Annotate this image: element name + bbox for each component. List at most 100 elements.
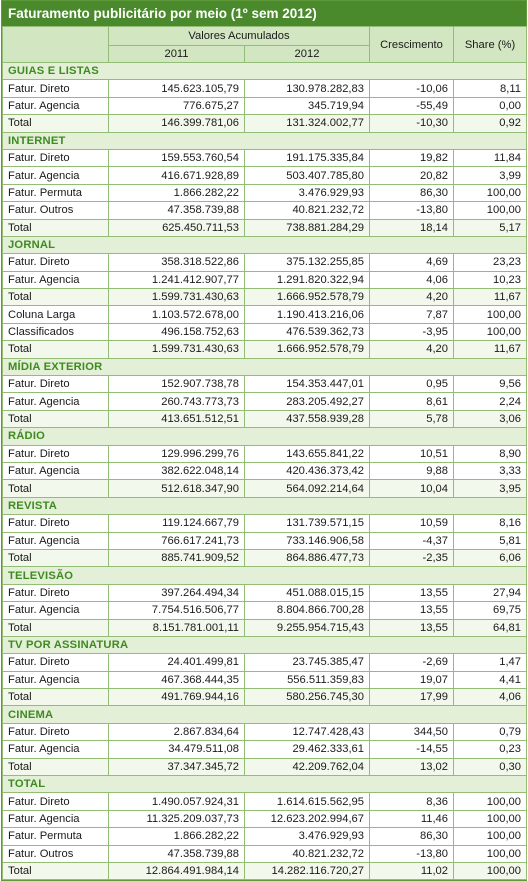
- value-2011: 491.769.944,16: [108, 688, 245, 707]
- row-label: Fatur. Agencia: [2, 392, 109, 411]
- section-header-row: CINEMA: [2, 705, 527, 724]
- share-value: 8,11: [453, 79, 527, 98]
- row-label: Fatur. Direto: [2, 583, 109, 603]
- share-value: 2,24: [453, 392, 527, 411]
- table-row: Fatur. Agencia 7.754.516.506,77 8.804.866.…: [2, 601, 527, 620]
- growth-value: 4,20: [369, 340, 454, 359]
- value-2012: 40.821.232,72: [244, 201, 370, 220]
- value-2011: 766.617.241,73: [108, 531, 245, 550]
- share-value: 100,00: [453, 792, 527, 811]
- row-label: Fatur. Agencia: [2, 531, 109, 550]
- value-2012: 131.324.002,77: [244, 114, 370, 133]
- share-value: 1,47: [453, 653, 527, 672]
- table-row: Fatur. Direto 2.867.834,64 12.747.428,43 34…: [2, 722, 527, 742]
- section-title: INTERNET: [2, 131, 527, 150]
- share-value: 0,00: [453, 96, 527, 116]
- value-2011: 413.651.512,51: [108, 409, 245, 429]
- growth-value: 8,36: [369, 792, 454, 811]
- value-2012: 3.476.929,93: [244, 827, 370, 846]
- share-value: 23,23: [453, 253, 527, 272]
- growth-value: 19,07: [369, 670, 454, 690]
- growth-value: 17,99: [369, 688, 454, 707]
- share-value: 69,75: [453, 601, 527, 620]
- row-label: Total: [2, 114, 109, 133]
- row-label: Fatur. Direto: [2, 444, 109, 463]
- share-value: 11,84: [453, 148, 527, 168]
- share-value: 100,00: [453, 809, 527, 829]
- value-2012: 420.436.373,42: [244, 461, 370, 481]
- table-row: Total 491.769.944,16 580.256.745,30 17,99 4,…: [2, 688, 527, 707]
- row-label: Fatur. Agencia: [2, 809, 109, 829]
- share-value: 100,00: [453, 844, 527, 863]
- growth-value: -2,35: [369, 548, 454, 568]
- section-title: RÁDIO: [2, 427, 527, 446]
- row-label: Fatur. Direto: [2, 375, 109, 394]
- growth-value: 4,69: [369, 253, 454, 272]
- share-value: 5,81: [453, 531, 527, 550]
- section-header-row: TOTAL: [2, 775, 527, 794]
- row-label: Fatur. Direto: [2, 79, 109, 98]
- table-row: Total 625.450.711,53 738.881.284,29 18,14 5,…: [2, 218, 527, 237]
- revenue-table: Valores Acumulados Crescimento Share (%)…: [2, 26, 527, 881]
- row-label: Fatur. Direto: [2, 514, 109, 533]
- growth-value: -10,06: [369, 79, 454, 98]
- table-row: Fatur. Direto 1.490.057.924,31 1.614.615.5…: [2, 792, 527, 811]
- share-value: 6,06: [453, 548, 527, 568]
- table-row: Total 146.399.781,06 131.324.002,77 -10,30 0…: [2, 114, 527, 133]
- value-2012: 1.190.413.216,06: [244, 305, 370, 324]
- value-2012: 503.407.785,80: [244, 166, 370, 185]
- table-row: Total 37.347.345,72 42.209.762,04 13,02 0,30: [2, 757, 527, 777]
- value-2012: 375.132.255,85: [244, 253, 370, 272]
- table-row: Classificados 496.158.752,63 476.539.362,7…: [2, 322, 527, 342]
- section-title: GUIAS E LISTAS: [2, 61, 527, 81]
- row-label: Fatur. Outros: [2, 201, 109, 220]
- share-value: 0,30: [453, 757, 527, 777]
- growth-value: 18,14: [369, 218, 454, 237]
- table-row: Total 885.741.909,52 864.886.477,73 -2,35 6,…: [2, 548, 527, 568]
- share-value: 100,00: [453, 183, 527, 203]
- table-row: Fatur. Agencia 766.617.241,73 733.146.906,…: [2, 531, 527, 550]
- value-2011: 129.996.299,76: [108, 444, 245, 463]
- share-value: 0,23: [453, 740, 527, 759]
- table-row: Fatur. Direto 145.623.105,79 130.978.282,8…: [2, 79, 527, 98]
- value-2012: 154.353.447,01: [244, 375, 370, 394]
- growth-value: 7,87: [369, 305, 454, 324]
- value-2012: 9.255.954.715,43: [244, 618, 370, 637]
- table-row: Total 413.651.512,51 437.558.939,28 5,78 3,0…: [2, 409, 527, 429]
- value-2012: 564.092.214,64: [244, 479, 370, 498]
- row-label: Total: [2, 409, 109, 429]
- row-label: Fatur. Permuta: [2, 183, 109, 203]
- table-row: Fatur. Direto 397.264.494,34 451.088.015,1…: [2, 583, 527, 603]
- value-2011: 119.124.667,79: [108, 514, 245, 533]
- value-2011: 1.599.731.430,63: [108, 288, 245, 307]
- value-2012: 42.209.762,04: [244, 757, 370, 777]
- share-value: 10,23: [453, 270, 527, 290]
- table-row: Fatur. Direto 24.401.499,81 23.745.385,47-…: [2, 653, 527, 672]
- value-2011: 47.358.739,88: [108, 201, 245, 220]
- growth-value: 13,55: [369, 618, 454, 637]
- value-2012: 864.886.477,73: [244, 548, 370, 568]
- value-2011: 145.623.105,79: [108, 79, 245, 98]
- growth-value: 4,06: [369, 270, 454, 290]
- growth-value: -14,55: [369, 740, 454, 759]
- share-value: 9,56: [453, 375, 527, 394]
- row-label: Coluna Larga: [2, 305, 109, 324]
- share-value: 64,81: [453, 618, 527, 637]
- table-row: Total 1.599.731.430,63 1.666.952.578,79 4,2…: [2, 340, 527, 359]
- section-title: REVISTA: [2, 496, 527, 516]
- value-2012: 283.205.492,27: [244, 392, 370, 411]
- row-label: Fatur. Agencia: [2, 166, 109, 185]
- value-2011: 1.490.057.924,31: [108, 792, 245, 811]
- growth-value: 20,82: [369, 166, 454, 185]
- value-2011: 12.864.491.984,14: [108, 861, 245, 881]
- table-row: Fatur. Permuta 1.866.282,22 3.476.929,93 86…: [2, 183, 527, 203]
- section-title: TV POR ASSINATURA: [2, 635, 527, 655]
- section-title: TOTAL: [2, 775, 527, 794]
- value-2012: 738.881.284,29: [244, 218, 370, 237]
- value-2012: 29.462.333,61: [244, 740, 370, 759]
- table-row: Fatur. Agencia 382.622.048,14 420.436.373,…: [2, 461, 527, 481]
- growth-value: 13,55: [369, 583, 454, 603]
- growth-value: 11,02: [369, 861, 454, 881]
- value-2011: 382.622.048,14: [108, 461, 245, 481]
- share-value: 11,67: [453, 340, 527, 359]
